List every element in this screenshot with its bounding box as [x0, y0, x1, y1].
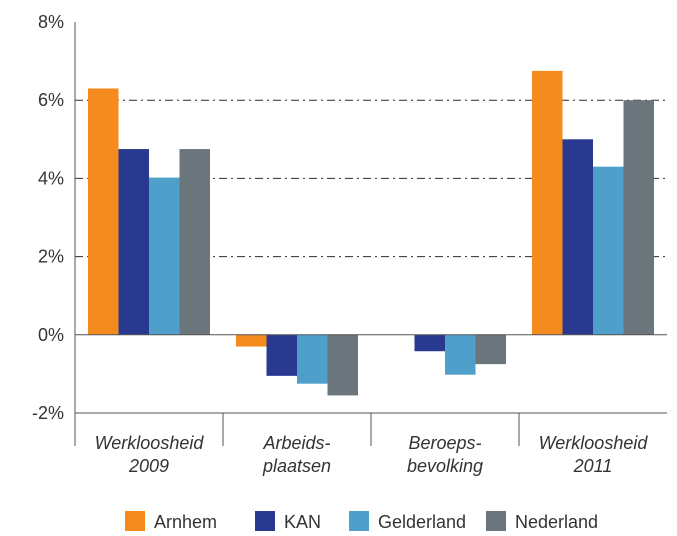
legend-label-kan: KAN — [284, 512, 321, 532]
axes — [74, 22, 667, 446]
y-tick-label: 0% — [38, 325, 64, 345]
y-tick-labels: -2% 0% 2% 4% 6% 8% — [32, 12, 64, 423]
category-label: Beroeps- — [408, 433, 481, 453]
bar-gelderland-1 — [297, 334, 328, 384]
legend-swatch-nederland — [486, 511, 506, 531]
category-label: 2011 — [573, 456, 613, 476]
bar-arnhem-3 — [532, 70, 563, 335]
legend-label-gelderland: Gelderland — [378, 512, 466, 532]
category-label: plaatsen — [262, 456, 331, 476]
legend: Arnhem KAN Gelderland Nederland — [125, 511, 598, 532]
bar-arnhem-0 — [88, 88, 119, 335]
bars — [88, 70, 654, 396]
category-label: 2009 — [128, 456, 169, 476]
bar-gelderland-2 — [445, 334, 476, 375]
bar-nederland-0 — [179, 149, 210, 335]
bar-nederland-1 — [327, 334, 358, 396]
category-labels: Werkloosheid 2009 Arbeids-plaatsen Beroeps-… — [95, 433, 649, 476]
y-tick-label: 6% — [38, 90, 64, 110]
y-tick-label: 4% — [38, 168, 64, 188]
bar-gelderland-3 — [593, 166, 624, 335]
bar-gelderland-0 — [149, 177, 180, 335]
bar-nederland-2 — [475, 334, 506, 365]
category-label: Arbeids- — [262, 433, 330, 453]
category-label: Werkloosheid — [539, 433, 649, 453]
category-label: bevolking — [407, 456, 483, 476]
category-label: Werkloosheid — [95, 433, 205, 453]
y-tick-label: 8% — [38, 12, 64, 32]
y-tick-label: -2% — [32, 403, 64, 423]
bar-kan-3 — [562, 139, 593, 335]
bar-nederland-3 — [623, 100, 654, 335]
legend-label-arnhem: Arnhem — [154, 512, 217, 532]
bar-kan-0 — [118, 149, 149, 335]
legend-label-nederland: Nederland — [515, 512, 598, 532]
legend-swatch-arnhem — [125, 511, 145, 531]
bar-kan-2 — [414, 334, 445, 352]
legend-swatch-kan — [255, 511, 275, 531]
bar-arnhem-1 — [236, 334, 267, 347]
bar-kan-1 — [266, 334, 297, 376]
legend-swatch-gelderland — [349, 511, 369, 531]
y-tick-label: 2% — [38, 247, 64, 267]
